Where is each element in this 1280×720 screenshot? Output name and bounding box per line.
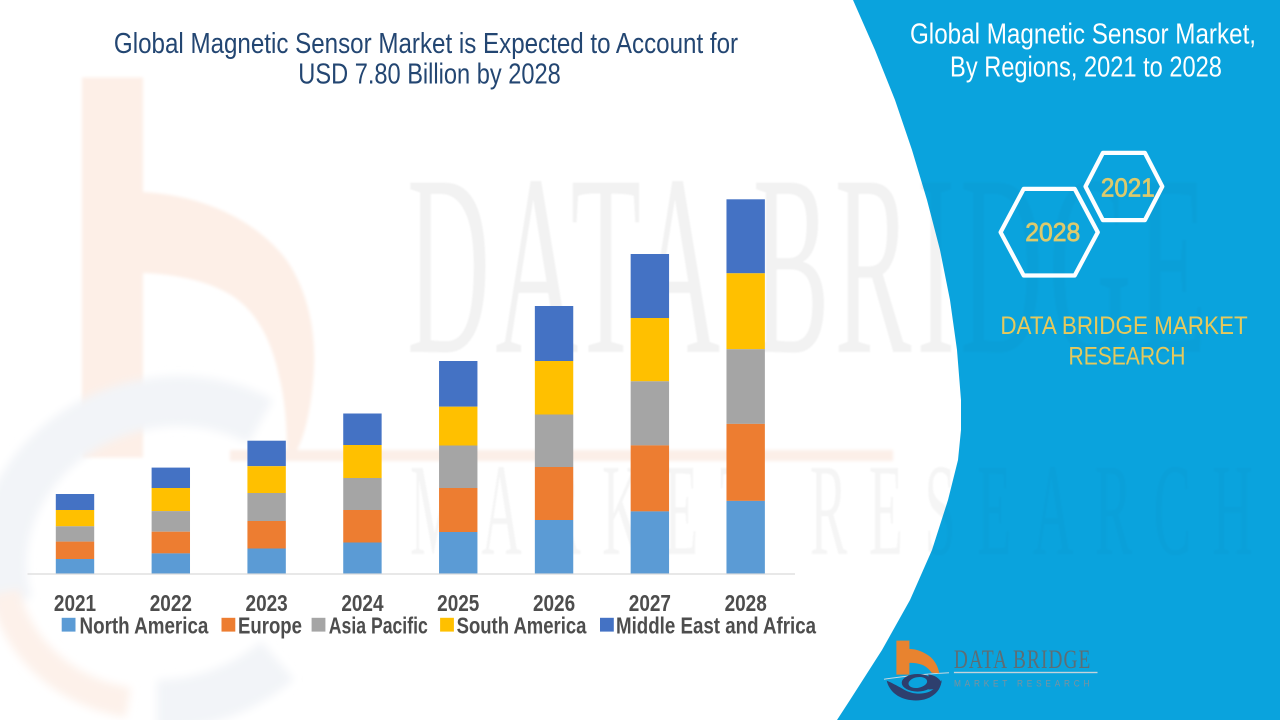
svg-text:USD 7.80 Billion by 2028: USD 7.80 Billion by 2028 [298, 57, 560, 90]
svg-text:2021: 2021 [54, 591, 96, 616]
svg-text:Asia Pacific: Asia Pacific [329, 613, 428, 639]
svg-text:DATA BRIDGE MARKET: DATA BRIDGE MARKET [1000, 312, 1247, 340]
svg-text:North America: North America [80, 614, 209, 639]
svg-text:Global Magnetic Sensor Market,: Global Magnetic Sensor Market, [910, 17, 1256, 50]
svg-text:Europe: Europe [238, 614, 302, 639]
svg-text:2026: 2026 [533, 591, 575, 616]
svg-text:2022: 2022 [150, 591, 192, 616]
svg-text:2028: 2028 [725, 591, 767, 616]
svg-text:2021: 2021 [1101, 174, 1155, 203]
svg-text:2028: 2028 [1025, 219, 1080, 247]
svg-text:By Regions, 2021 to 2028: By Regions, 2021 to 2028 [950, 50, 1222, 83]
svg-text:Middle East and Africa: Middle East and Africa [616, 614, 816, 639]
svg-text:2023: 2023 [246, 591, 288, 616]
svg-text:South America: South America [457, 614, 587, 639]
svg-text:2027: 2027 [629, 591, 671, 616]
svg-text:Global Magnetic Sensor Market: Global Magnetic Sensor Market is Expecte… [114, 27, 738, 59]
svg-text:MARKET RESEARCH: MARKET RESEARCH [954, 678, 1093, 689]
svg-text:DATA BRIDGE: DATA BRIDGE [954, 644, 1092, 674]
svg-text:RESEARCH: RESEARCH [1068, 342, 1185, 370]
svg-text:2025: 2025 [437, 591, 479, 616]
svg-text:2024: 2024 [341, 591, 383, 616]
